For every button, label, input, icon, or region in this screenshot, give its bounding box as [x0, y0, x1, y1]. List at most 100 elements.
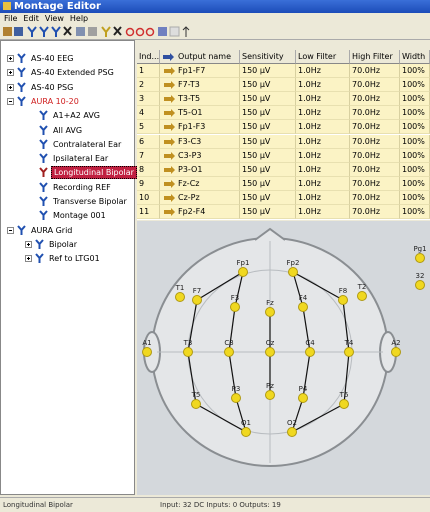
- table-cell: 150 µV: [240, 134, 296, 149]
- electrode[interactable]: [265, 347, 275, 357]
- menu-item[interactable]: File: [4, 14, 18, 23]
- column-header[interactable]: High Filter: [350, 50, 400, 64]
- chain-link: [235, 397, 247, 433]
- tool-icon[interactable]: [76, 27, 85, 36]
- column-header[interactable]: Low Filter: [296, 50, 350, 64]
- tool-icon[interactable]: [182, 26, 190, 37]
- electrode[interactable]: [230, 302, 240, 312]
- electrode[interactable]: [415, 253, 425, 263]
- tool-icon[interactable]: [27, 26, 37, 37]
- column-header[interactable]: Width: [400, 50, 430, 64]
- cell-text: 4: [139, 108, 145, 118]
- icon-shape: [39, 110, 48, 121]
- header-arrow: [163, 53, 174, 61]
- arrow: [164, 165, 175, 174]
- electrode[interactable]: [344, 347, 354, 357]
- electrode[interactable]: [298, 302, 308, 312]
- electrode-label: T1: [175, 284, 185, 292]
- tree-label: AS-40 PSG: [31, 82, 74, 92]
- cell-text: 100%: [402, 94, 425, 104]
- table-cell: 100%: [400, 148, 430, 163]
- tool-icon[interactable]: [88, 27, 97, 36]
- electrode[interactable]: [391, 347, 401, 357]
- tree-label: Recording REF: [53, 182, 111, 192]
- electrode-label: O1: [241, 419, 251, 427]
- tree-label: A1+A2 AVG: [53, 111, 101, 121]
- tree-item[interactable]: All AVG: [1, 124, 134, 137]
- electrode[interactable]: [175, 292, 185, 302]
- electrode[interactable]: [192, 295, 202, 305]
- electrode[interactable]: [238, 267, 248, 277]
- electrode[interactable]: [357, 291, 367, 301]
- tree-item[interactable]: Transverse Bipolar: [1, 195, 134, 208]
- electrode[interactable]: [265, 307, 275, 317]
- chain-link: [228, 306, 236, 353]
- tool-icon[interactable]: [51, 26, 61, 37]
- tree-item[interactable]: AURA 10-20: [1, 95, 134, 108]
- menu-item[interactable]: View: [44, 14, 64, 23]
- tree-item[interactable]: Ref to LTG01: [1, 252, 134, 265]
- electrode[interactable]: [183, 347, 193, 357]
- expander: [25, 255, 32, 263]
- electrode[interactable]: [288, 267, 298, 277]
- tree-label: AS-40 EEG: [31, 54, 74, 63]
- tool-icon[interactable]: [145, 27, 155, 37]
- electrode[interactable]: [338, 295, 348, 305]
- electrode[interactable]: [231, 393, 241, 403]
- tool-icon[interactable]: [39, 26, 49, 37]
- electrode[interactable]: [339, 399, 349, 409]
- table-cell: 1.0Hz: [296, 64, 350, 78]
- column-header[interactable]: Sensitivity: [240, 50, 296, 64]
- expander: [7, 226, 14, 234]
- cell-text: 70.0Hz: [352, 207, 381, 216]
- tree-item[interactable]: AS-40 Extended PSG: [1, 66, 134, 79]
- cell-text: 100%: [402, 178, 425, 188]
- tree-item[interactable]: AS-40 PSG: [1, 81, 134, 94]
- cell-text: 70.0Hz: [352, 164, 381, 174]
- tree-item[interactable]: Montage 001: [1, 209, 134, 222]
- cell-text: 150 µV: [242, 122, 271, 132]
- menu-item[interactable]: Edit: [23, 14, 39, 23]
- tool-icon[interactable]: [3, 27, 12, 36]
- tree-item[interactable]: Recording REF: [1, 181, 134, 194]
- menu-item[interactable]: Help: [69, 14, 89, 23]
- electrode[interactable]: [241, 427, 251, 437]
- cell-text: 100%: [402, 164, 425, 174]
- tree-item[interactable]: A1+A2 AVG: [1, 109, 134, 122]
- tree-item[interactable]: AS-40 EEG: [1, 52, 134, 65]
- electrode[interactable]: [265, 390, 275, 400]
- tool-icon[interactable]: [14, 27, 23, 36]
- column-header[interactable]: Ind...: [137, 50, 160, 64]
- tree-item[interactable]: Bipolar: [1, 238, 134, 251]
- tool-icon[interactable]: [101, 26, 111, 37]
- electrode-label: O2: [287, 419, 297, 427]
- cell-text: C3-P3: [178, 150, 202, 160]
- electrode[interactable]: [191, 399, 201, 409]
- table-cell: P3-O1: [160, 162, 240, 177]
- cell-text: T5-O1: [178, 108, 203, 118]
- tool-icon[interactable]: [135, 27, 145, 37]
- column-header[interactable]: Output name: [160, 50, 240, 64]
- electrode[interactable]: [224, 347, 234, 357]
- electrode[interactable]: [305, 347, 315, 357]
- electrode[interactable]: [142, 347, 152, 357]
- electrode[interactable]: [298, 393, 308, 403]
- table-cell: 1.0Hz: [296, 162, 350, 177]
- table-cell: 150 µV: [240, 120, 296, 135]
- cell-text: 3: [139, 94, 145, 104]
- electrode[interactable]: [415, 280, 425, 290]
- tree-item[interactable]: Contralateral Ear: [1, 138, 134, 151]
- chain-link: [292, 271, 304, 308]
- tree-item[interactable]: Ipsilateral Ear: [1, 152, 134, 165]
- column-title: Width: [402, 52, 426, 61]
- tree-item[interactable]: AURA Grid: [1, 224, 134, 237]
- tool-icon[interactable]: [63, 26, 72, 36]
- cell-text: 70.0Hz: [352, 178, 381, 188]
- tree-item[interactable]: Longitudinal Bipolar: [1, 166, 137, 180]
- tool-icon[interactable]: [169, 26, 180, 37]
- tree-icon: [17, 224, 26, 235]
- tool-icon[interactable]: [125, 27, 135, 37]
- tool-icon[interactable]: [113, 26, 122, 36]
- tool-icon[interactable]: [158, 27, 167, 36]
- electrode[interactable]: [287, 427, 297, 437]
